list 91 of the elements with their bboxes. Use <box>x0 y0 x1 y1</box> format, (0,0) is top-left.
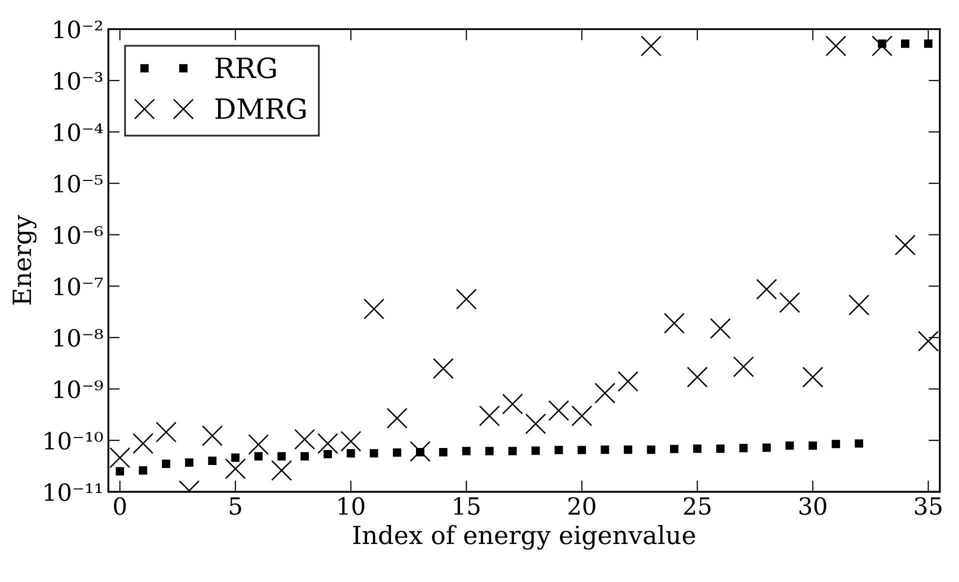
point <box>710 318 731 339</box>
x-tick-label: 5 <box>230 497 242 515</box>
y-tick-label: 10⁻¹¹ <box>44 483 102 502</box>
point <box>392 448 402 457</box>
point <box>762 444 771 452</box>
point <box>277 452 286 460</box>
point <box>294 428 316 450</box>
point <box>802 366 824 388</box>
point <box>386 408 408 429</box>
point <box>156 422 177 442</box>
point <box>578 446 586 454</box>
point <box>525 413 546 434</box>
point <box>739 444 748 452</box>
point <box>116 467 124 476</box>
point <box>224 458 246 480</box>
point <box>894 234 916 256</box>
point <box>208 456 216 466</box>
y-tick-label: 10⁻⁴ <box>54 123 103 142</box>
point <box>370 449 378 458</box>
point <box>571 405 592 426</box>
point <box>231 454 240 462</box>
point <box>340 430 362 452</box>
x-tick-label: 20 <box>568 497 596 515</box>
point <box>832 440 840 448</box>
point <box>924 40 932 48</box>
point <box>554 446 563 454</box>
x-tick-label: 35 <box>915 497 942 515</box>
point <box>670 444 678 454</box>
point <box>901 40 910 48</box>
y-tick-label: 10⁻³ <box>54 72 102 90</box>
legend-label: RRG <box>215 57 276 78</box>
point <box>185 458 194 467</box>
point <box>300 452 309 460</box>
y-tick-label: 10⁻⁷ <box>54 278 103 296</box>
point <box>132 433 154 454</box>
point <box>693 444 702 453</box>
point <box>686 366 708 388</box>
point <box>854 439 864 448</box>
point <box>624 445 632 454</box>
x-tick-label: 30 <box>800 497 826 515</box>
y-tick-label: 10⁻⁸ <box>54 329 103 347</box>
x-tick-label: 25 <box>684 497 711 515</box>
point <box>779 292 800 313</box>
point <box>254 452 263 460</box>
x-tick-label: 0 <box>114 497 126 515</box>
point <box>664 312 685 334</box>
point <box>531 446 540 455</box>
x-tick-label: 15 <box>454 497 480 515</box>
point <box>918 330 939 352</box>
point <box>646 445 656 454</box>
point <box>716 444 725 453</box>
point <box>508 446 517 456</box>
point <box>346 449 356 458</box>
point <box>479 405 500 426</box>
y-tick-label: 10⁻⁶ <box>54 226 103 244</box>
point <box>733 356 754 378</box>
point <box>432 358 454 379</box>
y-tick-label: 10⁻¹⁰ <box>44 432 103 450</box>
point <box>364 298 384 320</box>
y-tick-label: 10⁻⁵ <box>54 174 103 193</box>
point <box>410 441 431 462</box>
point <box>317 433 338 454</box>
y-tick-label: 10⁻⁹ <box>54 380 103 398</box>
point <box>456 288 477 310</box>
point <box>485 446 494 456</box>
point <box>640 36 662 56</box>
point <box>808 441 817 450</box>
point <box>502 394 523 414</box>
point <box>138 466 148 475</box>
point <box>202 425 223 446</box>
point <box>439 448 448 456</box>
y-tick-label: 10⁻² <box>54 20 102 38</box>
point <box>248 434 269 455</box>
y-axis-title: Energy <box>12 214 37 305</box>
point <box>600 445 610 454</box>
point <box>872 36 892 56</box>
point <box>548 400 570 421</box>
legend-label: DMRG <box>215 98 306 120</box>
point <box>271 460 292 481</box>
point <box>756 278 778 300</box>
point <box>594 382 616 404</box>
point <box>324 450 332 458</box>
point <box>618 371 638 392</box>
point <box>110 447 130 468</box>
point <box>462 446 471 456</box>
x-tick-label: 10 <box>338 497 364 515</box>
point <box>786 441 794 450</box>
x-axis-title: Index of energy eigenvalue <box>353 525 696 550</box>
point <box>848 294 870 316</box>
point <box>825 36 846 56</box>
point <box>162 460 170 468</box>
